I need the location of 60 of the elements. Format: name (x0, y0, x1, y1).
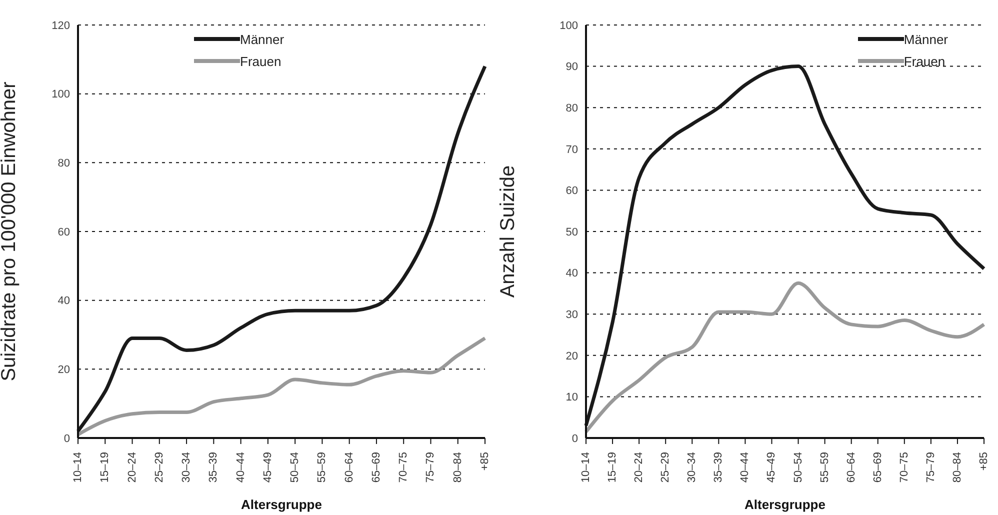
x-tick-label: 75–79 (424, 452, 437, 483)
x-tick-label: 40–44 (234, 452, 247, 483)
x-tick-label: 10–14 (72, 452, 84, 483)
legend-label: Männer (240, 32, 284, 46)
x-tick-label: 45–49 (766, 452, 778, 483)
x-tick-label: 30–34 (686, 452, 698, 483)
x-tick-label: 80–84 (951, 452, 964, 483)
x-tick-label: 65–69 (370, 452, 382, 483)
x-tick-label: 55–59 (818, 452, 831, 483)
y-axis-title: Anzahl Suizide (497, 165, 520, 298)
x-axis-title: Altersgruppe (241, 497, 322, 512)
y-tick-label: 60 (58, 226, 70, 238)
x-tick-label: 70–75 (898, 452, 910, 483)
y-tick-label: 70 (566, 144, 578, 156)
line-series (584, 281, 986, 434)
y-tick-label: 0 (64, 432, 70, 445)
x-tick-label: 10–14 (580, 452, 592, 483)
legend-label: Frauen (904, 54, 946, 68)
x-tick-label: 65–69 (872, 452, 884, 483)
y-tick-label: 100 (52, 88, 70, 101)
y-tick-label: 10 (566, 392, 578, 404)
y-axis-title: Suizidrate pro 100'000 Einwohner (0, 81, 20, 382)
y-tick-label: 80 (58, 158, 70, 170)
y-tick-label: 0 (572, 432, 578, 445)
x-tick-label: 20–24 (633, 452, 646, 483)
y-tick-label: 80 (566, 102, 578, 115)
y-tick-label: 120 (52, 20, 70, 32)
x-tick-label: 25–29 (660, 452, 672, 483)
y-tick-label: 20 (58, 364, 70, 376)
y-tick-label: 100 (560, 20, 578, 32)
x-tick-label: 60–64 (343, 452, 356, 483)
y-tick-label: 20 (566, 350, 578, 362)
y-tick-label: 60 (566, 185, 578, 198)
x-tick-label: 80–84 (452, 452, 464, 483)
x-tick-label: 50–54 (289, 452, 302, 483)
y-tick-label: 40 (566, 268, 578, 280)
y-tick-label: 30 (566, 309, 578, 322)
y-tick-label: 40 (58, 295, 70, 308)
x-tick-label: 50–54 (792, 452, 804, 483)
x-tick-label: 25–29 (153, 452, 166, 483)
x-tick-label: 35–39 (208, 452, 220, 483)
x-tick-label: 45–49 (262, 452, 274, 483)
x-tick-label: 60–64 (845, 452, 858, 483)
line-series (76, 336, 487, 436)
x-tick-label: 15–19 (99, 452, 112, 483)
x-tick-label: 55–59 (316, 452, 328, 483)
y-tick-label: 50 (566, 226, 578, 238)
x-tick-label: 70–75 (398, 452, 410, 483)
legend-label: Männer (904, 32, 948, 46)
x-tick-label: 15–19 (606, 452, 619, 483)
x-tick-label: 35–39 (712, 452, 725, 483)
x-tick-label: 30–34 (180, 452, 193, 483)
y-tick-label: 90 (566, 61, 578, 74)
x-axis-title: Altersgruppe (744, 497, 826, 512)
x-tick-label: +85 (978, 452, 990, 471)
legend-label: Frauen (240, 54, 282, 68)
x-tick-label: 40–44 (739, 452, 752, 483)
x-tick-label: 20–24 (126, 452, 138, 483)
x-tick-label: 75–79 (924, 452, 937, 483)
x-tick-label: +85 (479, 452, 491, 471)
